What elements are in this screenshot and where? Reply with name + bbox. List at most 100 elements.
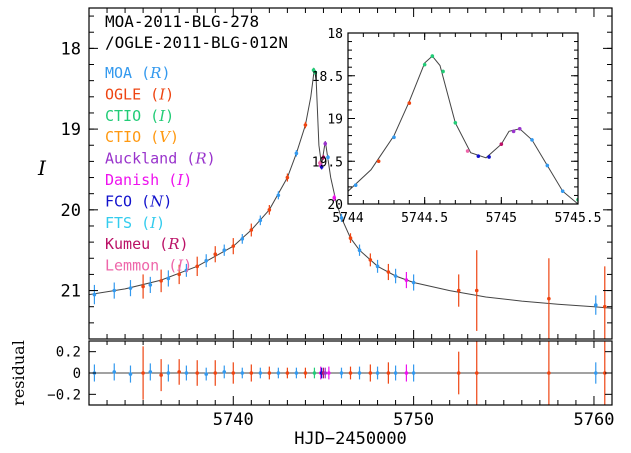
inset-data-point (353, 183, 358, 187)
data-marker (353, 183, 358, 187)
data-marker (375, 371, 380, 375)
data-marker (285, 175, 290, 180)
residual-data-point (411, 364, 416, 382)
data-marker (112, 288, 117, 293)
data-marker (177, 272, 181, 277)
legend-close-paren: ) (183, 171, 192, 189)
data-marker (386, 371, 391, 375)
legend-open-paren: ( (159, 257, 177, 275)
inset-data-point (453, 120, 458, 125)
legend-band: I (176, 171, 184, 189)
main-data-point (319, 164, 324, 170)
data-marker (222, 248, 227, 252)
data-marker (530, 138, 534, 142)
data-marker (511, 129, 516, 134)
residual-data-point (323, 367, 328, 379)
residual-data-point (222, 365, 227, 379)
data-marker (267, 208, 272, 212)
inset-data-point (392, 135, 396, 140)
data-marker (112, 370, 117, 374)
legend-close-paren: ) (207, 150, 216, 168)
data-marker (430, 54, 435, 58)
main-data-point (323, 141, 328, 147)
legend-band: I (149, 214, 157, 232)
inset-data-point (545, 163, 550, 168)
data-marker (411, 280, 416, 285)
data-marker (303, 371, 308, 375)
main-data-point (474, 250, 479, 331)
residual-data-point (148, 363, 153, 381)
main-data-point (195, 256, 200, 277)
inset-data-point (476, 154, 481, 158)
data-marker (285, 371, 290, 375)
data-marker (303, 123, 308, 127)
data-marker (348, 236, 353, 240)
inset-data-point (376, 159, 381, 164)
data-marker (195, 371, 200, 375)
y-tick-label: 19 (61, 120, 81, 140)
data-marker (456, 288, 461, 293)
x-tick-label: 5744.5 (401, 211, 448, 226)
data-marker (386, 270, 391, 274)
main-data-point (184, 263, 189, 277)
main-data-point (313, 70, 318, 76)
legend-band: N (149, 192, 164, 210)
inset-data-point (441, 69, 445, 74)
legend-close-paren: ) (165, 107, 174, 125)
main-data-point (159, 269, 163, 293)
data-marker (128, 372, 133, 376)
main-data-point (276, 191, 281, 200)
data-marker (204, 372, 209, 376)
data-marker (404, 371, 409, 375)
residual-data-point (393, 365, 398, 381)
data-marker (593, 371, 598, 375)
residual-data-point (177, 359, 181, 385)
inset-data-point (517, 126, 522, 131)
data-marker (368, 371, 373, 375)
legend-observatory: FTS (105, 214, 132, 232)
data-marker (249, 228, 254, 232)
legend-open-paren: ( (159, 171, 177, 189)
data-marker (184, 371, 189, 375)
residual-data-point (339, 367, 344, 379)
data-marker (159, 279, 163, 283)
main-data-point (258, 215, 263, 226)
residual-data-point (231, 362, 236, 384)
data-marker (487, 155, 491, 159)
residual-data-point (456, 351, 461, 395)
residual-data-point (547, 341, 551, 405)
main-data-point (326, 154, 330, 160)
main-data-point (294, 150, 299, 157)
residual-data-point (128, 365, 133, 383)
data-marker (547, 371, 551, 375)
data-marker (422, 62, 427, 67)
data-marker (456, 371, 461, 375)
main-data-point (321, 154, 326, 160)
data-marker (222, 370, 227, 374)
main-data-point (404, 271, 409, 289)
x-tick-label: 5760 (573, 410, 614, 430)
y-tick-label: 19.5 (312, 155, 343, 170)
residual-data-point (141, 346, 145, 400)
x-tick-label: 5744 (332, 211, 363, 226)
data-marker (184, 268, 189, 273)
legend-observatory: CTIO (105, 107, 141, 125)
data-marker (393, 371, 398, 375)
event-title-line: MOA-2011-BLG-278 (105, 12, 259, 31)
model-curve (348, 55, 578, 204)
data-marker (393, 274, 398, 278)
main-data-point (547, 258, 551, 339)
data-marker (159, 373, 163, 377)
data-marker (213, 252, 218, 257)
y-tick-label: 19 (327, 113, 343, 128)
data-marker (545, 163, 550, 168)
legend-entry: Danish (I) (105, 171, 192, 189)
x-tick-label: 5745.5 (555, 211, 602, 226)
data-marker (258, 218, 263, 223)
inset-data-point (430, 54, 435, 58)
main-data-point (411, 274, 416, 291)
data-marker (407, 101, 412, 105)
data-marker (177, 370, 181, 374)
residual-data-point (303, 367, 308, 379)
residual-data-point (375, 366, 380, 380)
